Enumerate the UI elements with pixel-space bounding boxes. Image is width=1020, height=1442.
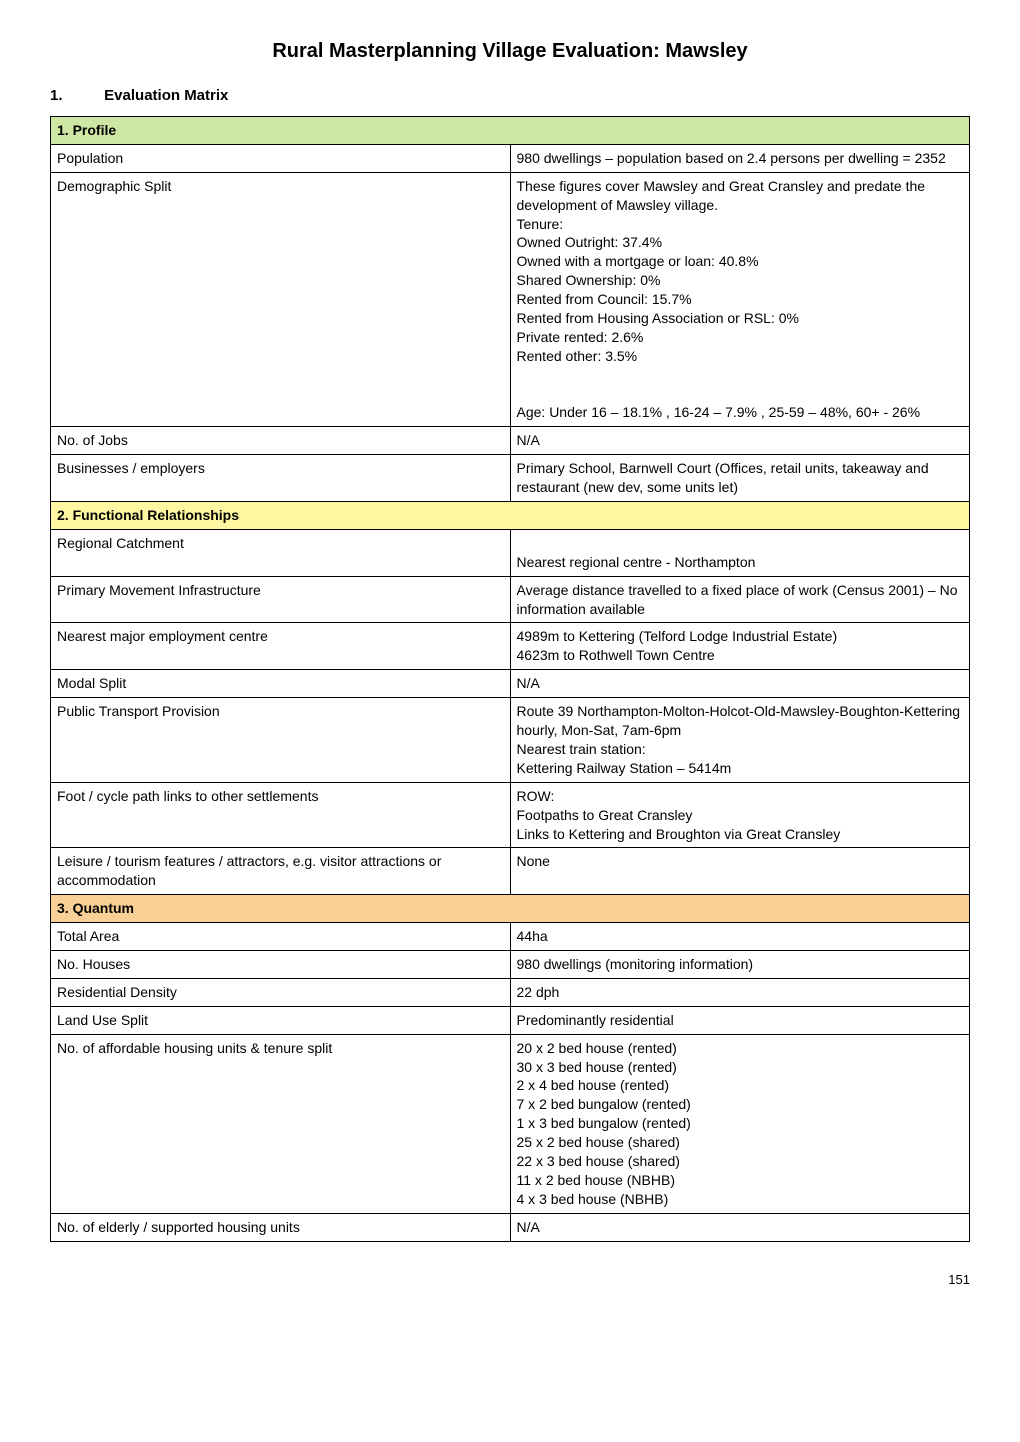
table-row: Regional Catchment Nearest regional cent… [51,529,970,576]
row-value-public-transport: Route 39 Northampton-Molton-Holcot-Old-M… [510,698,970,783]
row-value-elderly-units: N/A [510,1213,970,1241]
table-row: Land Use Split Predominantly residential [51,1006,970,1034]
row-value-employment-centre: 4989m to Kettering (Telford Lodge Indust… [510,623,970,670]
page-title: Rural Masterplanning Village Evaluation:… [50,40,970,63]
row-value-residential-density: 22 dph [510,978,970,1006]
row-value-modal-split: N/A [510,670,970,698]
row-value-affordable-housing: 20 x 2 bed house (rented)30 x 3 bed hous… [510,1034,970,1213]
section-label: Evaluation Matrix [104,87,228,104]
row-label-primary-movement: Primary Movement Infrastructure [51,576,511,623]
table-row: Demographic Split These figures cover Ma… [51,172,970,427]
table-row: Foot / cycle path links to other settlem… [51,782,970,848]
row-value-leisure: None [510,848,970,895]
section-header-profile-label: 1. Profile [51,117,970,145]
row-label-demographic: Demographic Split [51,172,511,427]
row-label-businesses: Businesses / employers [51,455,511,502]
section-header-quantum-label: 3. Quantum [51,895,970,923]
table-row: No. Houses 980 dwellings (monitoring inf… [51,950,970,978]
section-header-functional-label: 2. Functional Relationships [51,502,970,530]
row-label-affordable-housing: No. of affordable housing units & tenure… [51,1034,511,1213]
table-row: Leisure / tourism features / attractors,… [51,848,970,895]
section-header-functional: 2. Functional Relationships [51,502,970,530]
row-value-demographic: These figures cover Mawsley and Great Cr… [510,172,970,427]
row-value-total-area: 44ha [510,923,970,951]
section-heading-evaluation-matrix: 1. Evaluation Matrix [50,87,970,104]
row-value-no-houses: 980 dwellings (monitoring information) [510,950,970,978]
table-row: Total Area 44ha [51,923,970,951]
row-label-employment-centre: Nearest major employment centre [51,623,511,670]
table-row: Nearest major employment centre 4989m to… [51,623,970,670]
table-row: Businesses / employers Primary School, B… [51,455,970,502]
table-row: Public Transport Provision Route 39 Nort… [51,698,970,783]
row-value-land-use-split: Predominantly residential [510,1006,970,1034]
table-row: No. of Jobs N/A [51,427,970,455]
section-number: 1. [50,87,100,104]
row-value-jobs: N/A [510,427,970,455]
row-label-population: Population [51,144,511,172]
table-row: Residential Density 22 dph [51,978,970,1006]
row-label-elderly-units: No. of elderly / supported housing units [51,1213,511,1241]
row-label-total-area: Total Area [51,923,511,951]
row-label-no-houses: No. Houses [51,950,511,978]
row-label-public-transport: Public Transport Provision [51,698,511,783]
table-row: Modal Split N/A [51,670,970,698]
row-label-foot-cycle: Foot / cycle path links to other settlem… [51,782,511,848]
section-header-quantum: 3. Quantum [51,895,970,923]
table-row: No. of affordable housing units & tenure… [51,1034,970,1213]
row-label-jobs: No. of Jobs [51,427,511,455]
row-value-businesses: Primary School, Barnwell Court (Offices,… [510,455,970,502]
row-label-land-use-split: Land Use Split [51,1006,511,1034]
regional-catchment-text: Nearest regional centre - Northampton [517,554,756,570]
row-value-primary-movement: Average distance travelled to a fixed pl… [510,576,970,623]
table-row: No. of elderly / supported housing units… [51,1213,970,1241]
evaluation-table: 1. Profile Population 980 dwellings – po… [50,116,970,1242]
row-value-regional-catchment: Nearest regional centre - Northampton [510,529,970,576]
section-header-profile: 1. Profile [51,117,970,145]
table-row: Primary Movement Infrastructure Average … [51,576,970,623]
row-label-modal-split: Modal Split [51,670,511,698]
row-value-foot-cycle: ROW:Footpaths to Great CransleyLinks to … [510,782,970,848]
page-number: 151 [50,1272,970,1287]
row-value-population: 980 dwellings – population based on 2.4 … [510,144,970,172]
row-label-leisure: Leisure / tourism features / attractors,… [51,848,511,895]
row-label-regional-catchment: Regional Catchment [51,529,511,576]
table-row: Population 980 dwellings – population ba… [51,144,970,172]
row-label-residential-density: Residential Density [51,978,511,1006]
